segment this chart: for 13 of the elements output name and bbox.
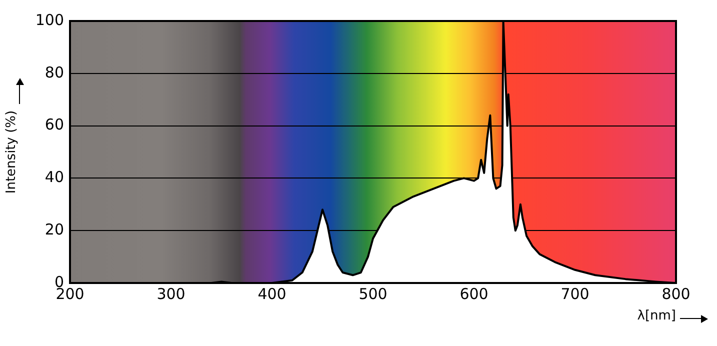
x-tick-label: 400 [258,284,286,303]
y-tick-label: 80 [44,63,64,82]
x-tick-label: 800 [662,284,690,303]
y-tick-label: 60 [44,116,64,134]
x-tick-label: 500 [358,284,388,303]
x-axis-title: λ[nm] [637,308,676,324]
x-tick-label: 700 [560,284,590,303]
x-tick-label: 600 [460,284,488,303]
y-tick-label: 20 [44,220,64,238]
y-tick-label: 40 [44,168,64,186]
x-tick-label: 300 [156,284,186,303]
y-axis-title: Intensity (%) [4,110,20,194]
y-tick-label: 100 [35,10,64,29]
